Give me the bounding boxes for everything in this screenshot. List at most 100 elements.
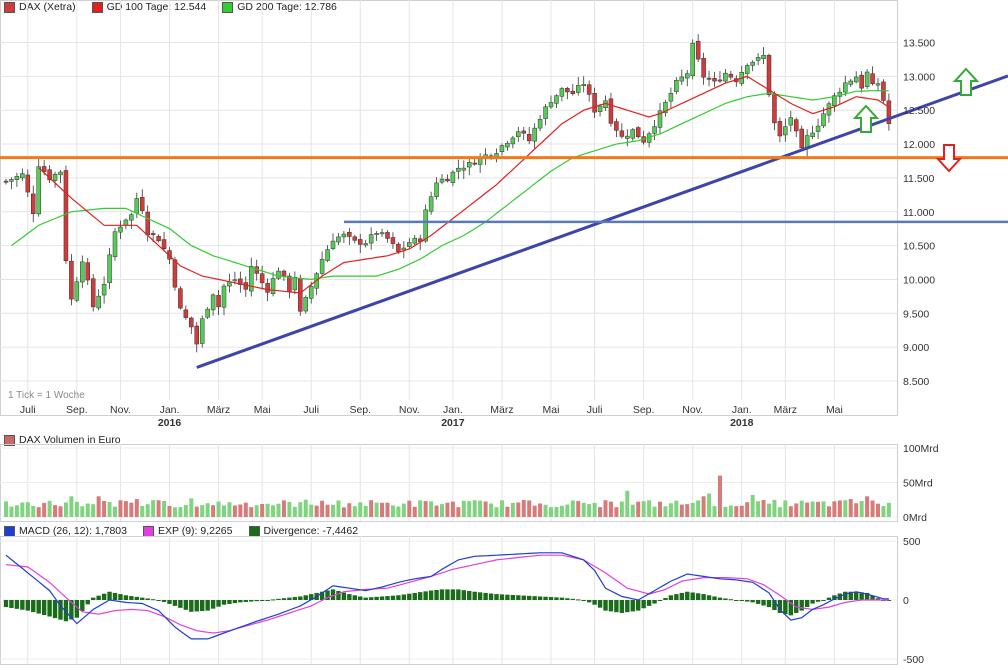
volume-bar <box>80 506 85 517</box>
candle-body <box>172 259 178 288</box>
volume-bar <box>260 503 265 517</box>
volume-bar <box>592 502 597 517</box>
divergence-bar <box>494 594 499 600</box>
candle-body <box>723 72 728 82</box>
divergence-bar <box>363 597 368 600</box>
divergence-bar <box>619 600 625 613</box>
candle-body <box>668 92 674 102</box>
month-label: Juli <box>20 404 36 416</box>
volume-bar <box>172 507 177 517</box>
volume-bar <box>658 501 662 517</box>
month-label: März <box>774 404 797 416</box>
candle-body <box>570 90 576 94</box>
arrow-up-large <box>952 67 980 96</box>
divergence-bar <box>25 600 30 611</box>
divergence-bar <box>772 600 777 611</box>
candle-body <box>259 273 265 284</box>
divergence-bar <box>788 600 793 616</box>
candle-body <box>592 92 597 113</box>
legend-label-exp: EXP (9): 9,2265 <box>157 525 233 537</box>
divergence-bar <box>3 600 9 608</box>
divergence-bar <box>445 589 450 600</box>
divergence-bar <box>755 600 761 604</box>
legend-label-dax: DAX (Xetra) <box>19 1 76 13</box>
volume-bar <box>341 507 346 517</box>
volume-bar <box>499 500 504 517</box>
volume-bar <box>227 502 232 517</box>
divergence-bar <box>281 598 287 600</box>
candle-body <box>58 171 63 176</box>
divergence-bar <box>238 600 243 603</box>
volume-bar <box>723 506 728 517</box>
divergence-bar <box>456 589 461 600</box>
candle-body <box>85 262 90 281</box>
candle-body <box>281 270 287 277</box>
volume-bar <box>608 501 613 517</box>
divergence-bar <box>374 596 379 600</box>
month-label: Juli <box>587 404 603 416</box>
volume-bar <box>870 500 875 517</box>
month-label: Mai <box>826 404 843 416</box>
divergence-bar <box>107 591 112 600</box>
divergence-bar <box>739 600 744 601</box>
volume-bar <box>679 504 684 517</box>
month-label: Nov. <box>682 404 703 416</box>
candle-body <box>761 54 766 60</box>
volume-bar <box>31 505 36 517</box>
candle-body <box>695 40 701 60</box>
candle-body <box>750 61 755 66</box>
candle-body <box>810 132 815 137</box>
divergence-bar <box>815 600 821 602</box>
month-label: Nov. <box>399 404 420 416</box>
candle-body <box>270 278 276 294</box>
year-label: 2018 <box>730 417 754 429</box>
year-label: 2016 <box>158 417 182 429</box>
candle-body <box>832 95 837 106</box>
volume-bar <box>194 506 199 517</box>
divergence-bar <box>750 600 755 603</box>
candle-body <box>41 166 47 172</box>
divergence-bar <box>407 593 412 600</box>
legend-label-volume: DAX Volumen in Euro <box>19 434 121 446</box>
divergence-bar <box>592 600 597 605</box>
volume-bar <box>576 500 581 517</box>
month-label: Sep. <box>349 404 371 416</box>
legend-swatch-gd200 <box>222 1 234 13</box>
candle-body <box>341 233 347 238</box>
candle-body <box>74 281 80 301</box>
divergence-bar <box>101 593 107 600</box>
candle-body <box>107 254 112 284</box>
divergence-bar <box>221 600 227 605</box>
volume-bar <box>91 504 96 517</box>
volume-bar <box>429 501 434 517</box>
divergence-bar <box>723 598 728 600</box>
volume-bar <box>42 502 47 517</box>
volume-bar <box>494 507 499 517</box>
volume-bar <box>156 500 161 517</box>
divergence-bar <box>156 600 161 601</box>
candle-body <box>31 193 36 214</box>
divergence-bar <box>227 600 232 604</box>
volume-bar <box>767 503 771 517</box>
price-tick-label: 13.000 <box>903 71 935 83</box>
volume-bar <box>843 500 848 517</box>
month-label: Jan. <box>160 404 180 416</box>
candle-body <box>303 297 308 312</box>
volume-bar <box>701 496 706 517</box>
candle-body <box>276 270 281 279</box>
volume-bar <box>483 501 488 517</box>
volume-bar <box>799 500 804 517</box>
divergence-bar <box>870 595 875 600</box>
volume-bar <box>47 500 52 517</box>
volume-bar <box>630 504 635 517</box>
volume-bar <box>412 506 417 517</box>
volume-bar <box>36 507 41 517</box>
divergence-bar <box>875 598 881 600</box>
candle-body <box>581 84 586 87</box>
price-tick-label: 13.500 <box>903 38 935 50</box>
divergence-bar <box>467 590 472 600</box>
divergence-bar <box>396 595 401 600</box>
divergence-bar <box>347 594 352 600</box>
month-label: Nov. <box>110 404 131 416</box>
candle-body <box>101 283 107 296</box>
